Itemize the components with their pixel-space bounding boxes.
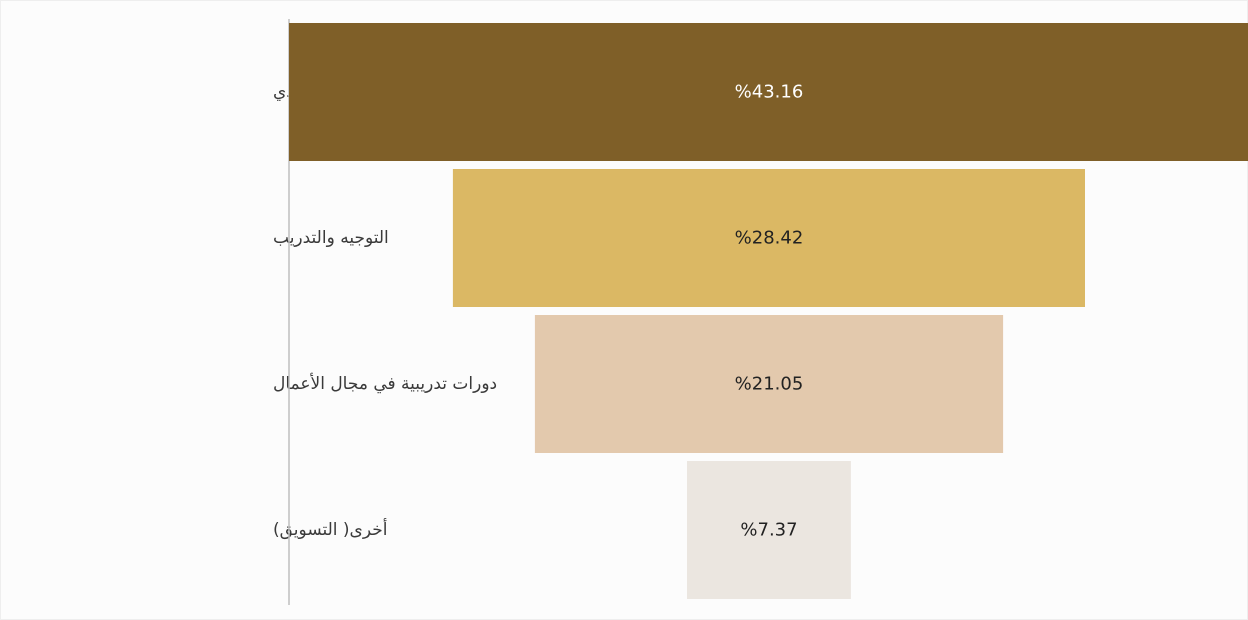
bar-value-label-1: %43.16 (735, 82, 804, 103)
bar-value-label-4: %7.37 (740, 520, 797, 541)
category-label-3: دورات تدريبية في مجال الأعمال (273, 373, 497, 394)
funnel-bar-1 (289, 23, 1248, 161)
category-label-2: التوجيه والتدريب (273, 228, 389, 248)
bar-value-label-2: %28.42 (735, 228, 804, 249)
funnel-bar-4 (687, 461, 851, 599)
category-label-4: أخرى( التسويق) (273, 518, 387, 540)
funnel-bar-3 (534, 315, 1004, 453)
bar-value-label-3: %21.05 (735, 374, 804, 395)
funnel-bar-2 (452, 169, 1085, 307)
